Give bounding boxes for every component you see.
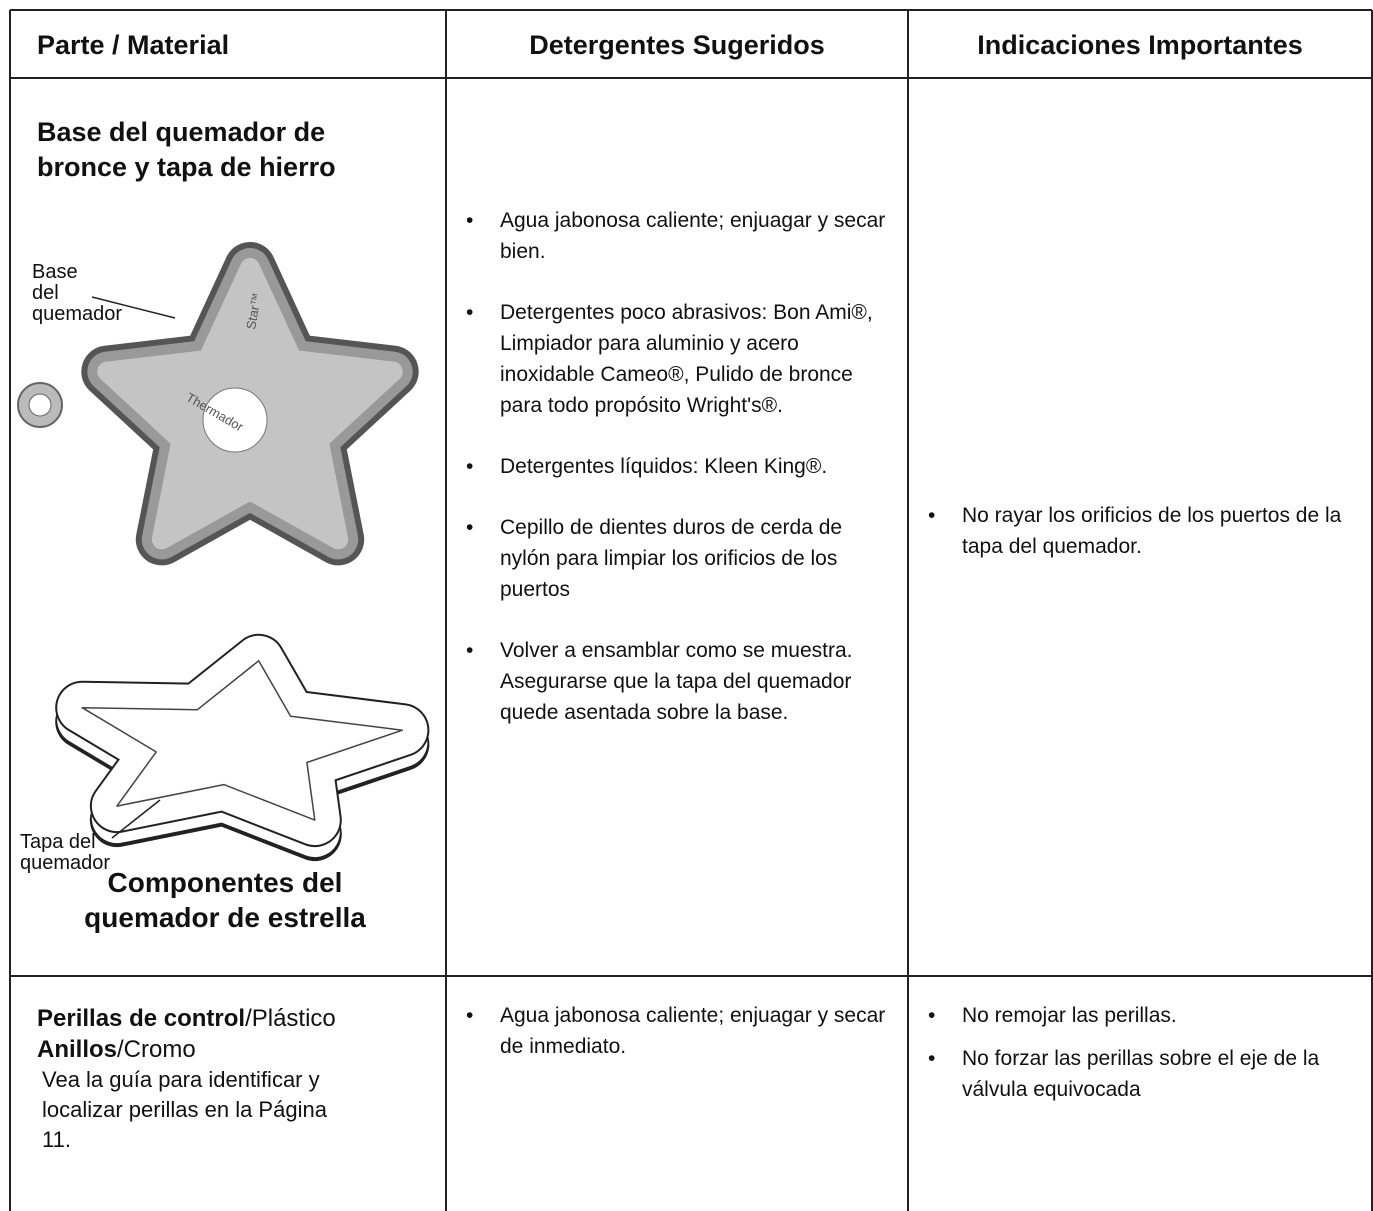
base-label: Base del quemador xyxy=(32,262,122,325)
list-item: No rayar los orificios de los puertos de… xyxy=(925,500,1345,562)
cap-label: Tapa del quemador xyxy=(20,832,110,874)
detergent-list: Agua jabonosa caliente; enjuagar y secar… xyxy=(463,1000,893,1092)
list-item: Detergentes poco abrasivos: Bon Ami®, Li… xyxy=(463,297,893,421)
list-item: Agua jabonosa caliente; enjuagar y secar… xyxy=(463,205,893,267)
illustration-shape xyxy=(202,387,268,453)
part-title: Base del quemador de bronce y tapa de hi… xyxy=(37,117,336,182)
list-item: Volver a ensamblar como se muestra. Aseg… xyxy=(463,635,893,728)
tab-hole xyxy=(28,393,52,417)
detergent-list: Agua jabonosa caliente; enjuagar y secar… xyxy=(463,205,893,758)
list-item: No forzar las perillas sobre el eje de l… xyxy=(925,1043,1345,1105)
label-line: Base xyxy=(32,261,78,283)
header-cell: Detergentes Sugeridos xyxy=(529,30,825,60)
label-line: del xyxy=(32,282,59,304)
part-cell: Perillas de control/Plástico Anillos/Cro… xyxy=(37,1003,437,1155)
part-line: Anillos/Cromo xyxy=(37,1034,437,1065)
notes-list: No rayar los orificios de los puertos de… xyxy=(925,500,1345,592)
part-line: Perillas de control/Plástico xyxy=(37,1003,437,1034)
list-item: Cepillo de dientes duros de cerda de nyl… xyxy=(463,512,893,605)
label-line: quemador xyxy=(20,852,111,874)
table-borders xyxy=(9,9,1373,1211)
label-line: Tapa del xyxy=(20,831,96,853)
emboss-text: Star™ xyxy=(243,292,264,331)
header-cell: Parte / Material xyxy=(37,30,230,60)
part-note: Vea la guía para identificar y localizar… xyxy=(42,1067,327,1152)
part-name: Anillos xyxy=(37,1036,118,1063)
list-item: No remojar las perillas. xyxy=(925,1000,1345,1031)
part-name: Perillas de control xyxy=(37,1005,246,1032)
burner-base-illustration xyxy=(17,242,419,566)
illustration-shape xyxy=(81,660,404,821)
illustration-shape xyxy=(57,635,428,846)
leader-line xyxy=(91,296,176,319)
caption: Componentes del quemador de estrella xyxy=(84,867,366,933)
material: /Cromo xyxy=(117,1036,196,1063)
header-cell: Indicaciones Importantes xyxy=(977,30,1303,60)
list-item: Agua jabonosa caliente; enjuagar y secar… xyxy=(463,1000,893,1062)
list-item: Detergentes líquidos: Kleen King®. xyxy=(463,451,893,482)
burner-cap-illustration xyxy=(55,633,430,862)
label-line: quemador xyxy=(32,303,123,325)
leader-line xyxy=(111,799,161,839)
notes-list: No remojar las perillas. No forzar las p… xyxy=(925,1000,1345,1135)
material: /Plástico xyxy=(245,1005,336,1032)
